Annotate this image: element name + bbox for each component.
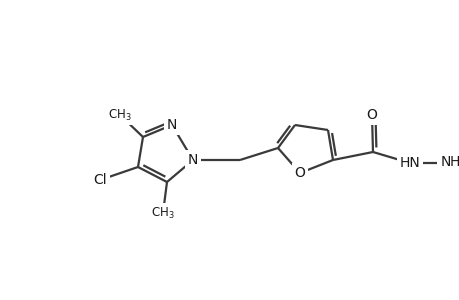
Text: O: O <box>366 108 377 122</box>
Text: N: N <box>167 118 177 132</box>
Text: CH$_3$: CH$_3$ <box>151 206 174 220</box>
Text: CH$_3$: CH$_3$ <box>108 107 132 123</box>
Text: NH$_2$: NH$_2$ <box>439 155 459 171</box>
Text: N: N <box>187 153 198 167</box>
Text: Cl: Cl <box>93 173 106 187</box>
Text: O: O <box>294 166 305 180</box>
Text: HN: HN <box>399 156 420 170</box>
